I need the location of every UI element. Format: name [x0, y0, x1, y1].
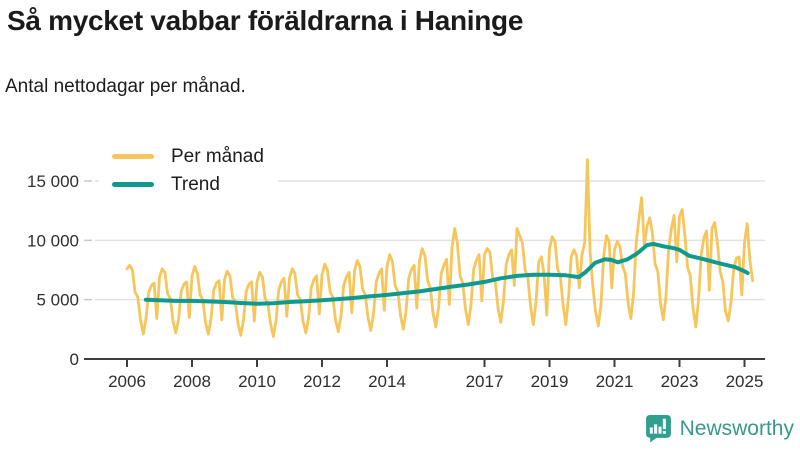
monthly-line-swatch: [112, 154, 154, 159]
x-tick-label: 2023: [661, 372, 699, 391]
legend-label-trend: Trend: [171, 174, 220, 195]
logo-bar-3: [658, 426, 662, 434]
newsworthy-logo-icon: [645, 415, 671, 443]
monthly-line: [125, 158, 754, 338]
x-tick-label: 2017: [466, 372, 504, 391]
page-title: Så mycket vabbar föräldrarna i Haninge: [7, 5, 524, 36]
logo-exclamation-dot: [662, 430, 666, 434]
legend-label-monthly: Per månad: [171, 146, 264, 167]
x-tick-label: 2019: [531, 372, 569, 391]
y-tick-label: 10 000: [27, 231, 79, 250]
trend-line: [143, 241, 750, 306]
legend-item-monthly: Per månad: [112, 146, 264, 167]
chart-legend: Per månad Trend: [99, 137, 278, 204]
x-tick-label: 2014: [368, 372, 406, 391]
y-tick-label: 15 000: [27, 172, 79, 191]
legend-item-trend: Trend: [112, 174, 264, 195]
chart-subtitle: Antal nettodagar per månad.: [5, 76, 246, 97]
brand-name: Newsworthy: [679, 416, 794, 440]
x-tick-label: 2010: [238, 372, 276, 391]
y-tick-label: 0: [70, 350, 79, 369]
newsworthy-branding: Newsworthy: [645, 414, 794, 443]
logo-bar-2: [653, 424, 657, 434]
x-tick-label: 2008: [173, 372, 211, 391]
trend-line-swatch: [112, 182, 154, 187]
x-tick-label: 2021: [596, 372, 634, 391]
logo-bar-1: [649, 427, 653, 434]
y-tick-label: 5 000: [36, 291, 79, 310]
logo-exclamation-bar: [662, 418, 666, 430]
x-tick-label: 2025: [726, 372, 764, 391]
x-tick-label: 2006: [108, 372, 146, 391]
x-tick-label: 2012: [303, 372, 341, 391]
